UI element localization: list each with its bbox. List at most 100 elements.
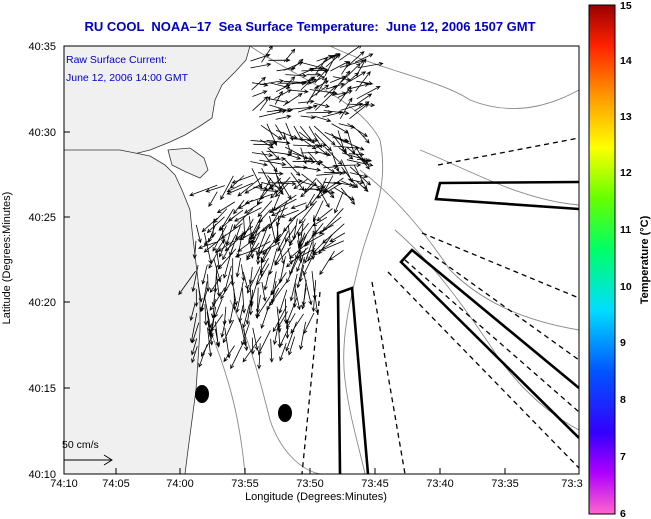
current-vector-arrow bbox=[227, 209, 244, 222]
current-vector-arrow bbox=[290, 202, 307, 210]
current-vector-arrow bbox=[283, 298, 288, 325]
current-vector-arrow bbox=[256, 233, 271, 261]
y-tick-label: 40:10 bbox=[28, 469, 56, 481]
current-vector-arrow bbox=[218, 241, 227, 258]
x-tick-label: 73:50 bbox=[296, 478, 324, 490]
current-vector-arrow bbox=[220, 280, 232, 300]
current-vector-arrow bbox=[255, 295, 261, 314]
current-vector-arrow bbox=[296, 257, 305, 289]
current-vector-arrow bbox=[198, 344, 208, 368]
current-vector-arrow bbox=[233, 207, 262, 222]
axis-ticks bbox=[63, 45, 580, 475]
current-vector-arrow bbox=[340, 62, 361, 83]
current-vector-arrow bbox=[241, 287, 246, 314]
current-vector-arrow bbox=[292, 152, 314, 161]
x-tick-label: 73:55 bbox=[231, 478, 259, 490]
current-vector-arrow bbox=[290, 89, 309, 94]
x-tick-label: 73:45 bbox=[361, 478, 389, 490]
current-vector-arrow bbox=[331, 151, 340, 173]
current-vector-arrow bbox=[288, 208, 308, 222]
current-vector-arrow bbox=[257, 343, 262, 370]
current-vector-arrow bbox=[241, 322, 250, 346]
current-vector-arrow bbox=[259, 79, 285, 85]
colorbar-tick: 9 bbox=[620, 337, 626, 349]
current-vector-arrow bbox=[220, 320, 226, 339]
current-vector-arrow bbox=[258, 171, 284, 176]
current-vector-arrow bbox=[284, 225, 297, 243]
current-vector-arrow bbox=[273, 327, 279, 346]
current-vector-arrow bbox=[313, 200, 324, 223]
current-vector-arrow bbox=[251, 76, 266, 91]
current-vector-arrow bbox=[207, 320, 214, 346]
current-vector-arrow bbox=[313, 125, 336, 146]
current-vector-arrow bbox=[339, 97, 353, 119]
current-vector-arrow bbox=[244, 201, 263, 214]
colorbar-tick: 15 bbox=[620, 0, 632, 12]
x-tick-label: 74:00 bbox=[166, 478, 194, 490]
current-vector-arrow bbox=[275, 223, 281, 242]
current-vector-arrow bbox=[243, 328, 249, 352]
current-vector-arrow bbox=[248, 266, 253, 285]
current-vector-arrow bbox=[236, 232, 243, 258]
current-vector-arrow bbox=[303, 249, 317, 276]
current-vector-arrow bbox=[298, 99, 315, 104]
current-vector-arrow bbox=[315, 77, 328, 96]
current-vector-arrow bbox=[248, 289, 254, 316]
current-vector-arrow bbox=[285, 321, 297, 352]
current-vector-arrow bbox=[280, 209, 299, 218]
current-vector-arrow bbox=[307, 242, 316, 262]
y-tick-label: 40:15 bbox=[28, 383, 56, 395]
current-vector-arrow bbox=[250, 215, 262, 238]
current-vector-arrow bbox=[230, 345, 243, 370]
current-vector-arrow bbox=[285, 153, 302, 160]
current-vector-arrow bbox=[290, 58, 304, 71]
current-vector-arrow bbox=[341, 61, 351, 75]
current-vector-arrow bbox=[274, 90, 283, 105]
current-vector-arrow bbox=[270, 176, 291, 199]
current-vector-arrow bbox=[209, 274, 223, 293]
current-vector-arrow bbox=[356, 154, 370, 170]
current-vector-arrow bbox=[332, 162, 362, 168]
current-vector-arrow bbox=[356, 158, 373, 163]
annotation-line1: Raw Surface Current: bbox=[66, 54, 167, 66]
current-vector-arrow bbox=[218, 216, 235, 231]
current-vector-arrow bbox=[338, 85, 352, 103]
current-vector-arrow bbox=[314, 132, 332, 152]
current-vector-arrow bbox=[340, 187, 356, 205]
colorbar-tick: 12 bbox=[620, 167, 632, 179]
current-vector-arrow bbox=[192, 240, 197, 260]
current-vector-arrow bbox=[260, 305, 270, 329]
current-vector-arrow bbox=[314, 91, 335, 111]
current-vector-arrow bbox=[256, 177, 272, 206]
current-vector-arrow bbox=[228, 298, 236, 325]
y-tick-label: 40:25 bbox=[28, 212, 56, 224]
current-vector-arrow bbox=[244, 183, 263, 194]
current-vector-arrow bbox=[242, 304, 250, 329]
current-vector-arrow bbox=[346, 159, 374, 167]
current-vector-arrow bbox=[348, 152, 365, 157]
land-staten bbox=[167, 147, 209, 179]
current-vector-arrow bbox=[274, 182, 289, 198]
current-vector-arrow bbox=[261, 46, 273, 63]
current-vector-arrow bbox=[309, 84, 330, 99]
current-vector-arrow bbox=[208, 223, 217, 243]
current-vector-arrow bbox=[319, 250, 335, 276]
current-vector-arrow bbox=[216, 201, 236, 214]
current-vector-arrow bbox=[259, 258, 269, 274]
current-vector-arrow bbox=[191, 322, 200, 344]
current-vector-arrow bbox=[316, 171, 344, 176]
current-vector-arrow bbox=[223, 345, 235, 363]
current-vector-arrow bbox=[316, 151, 332, 157]
current-vector-arrow bbox=[245, 297, 252, 325]
current-vector-arrow bbox=[251, 224, 261, 245]
current-vector-arrow bbox=[311, 280, 317, 313]
current-vector-arrow bbox=[339, 139, 365, 151]
colorbar-tick: 6 bbox=[620, 508, 626, 519]
current-vector-arrow bbox=[275, 129, 298, 139]
colorbar-tick: 8 bbox=[620, 394, 626, 406]
current-vector-arrow bbox=[314, 68, 328, 84]
current-vector-arrow bbox=[261, 281, 267, 302]
current-vector-arrow bbox=[313, 287, 320, 315]
current-vector-arrow bbox=[305, 193, 316, 210]
x-tick-label: 73:35 bbox=[491, 478, 519, 490]
